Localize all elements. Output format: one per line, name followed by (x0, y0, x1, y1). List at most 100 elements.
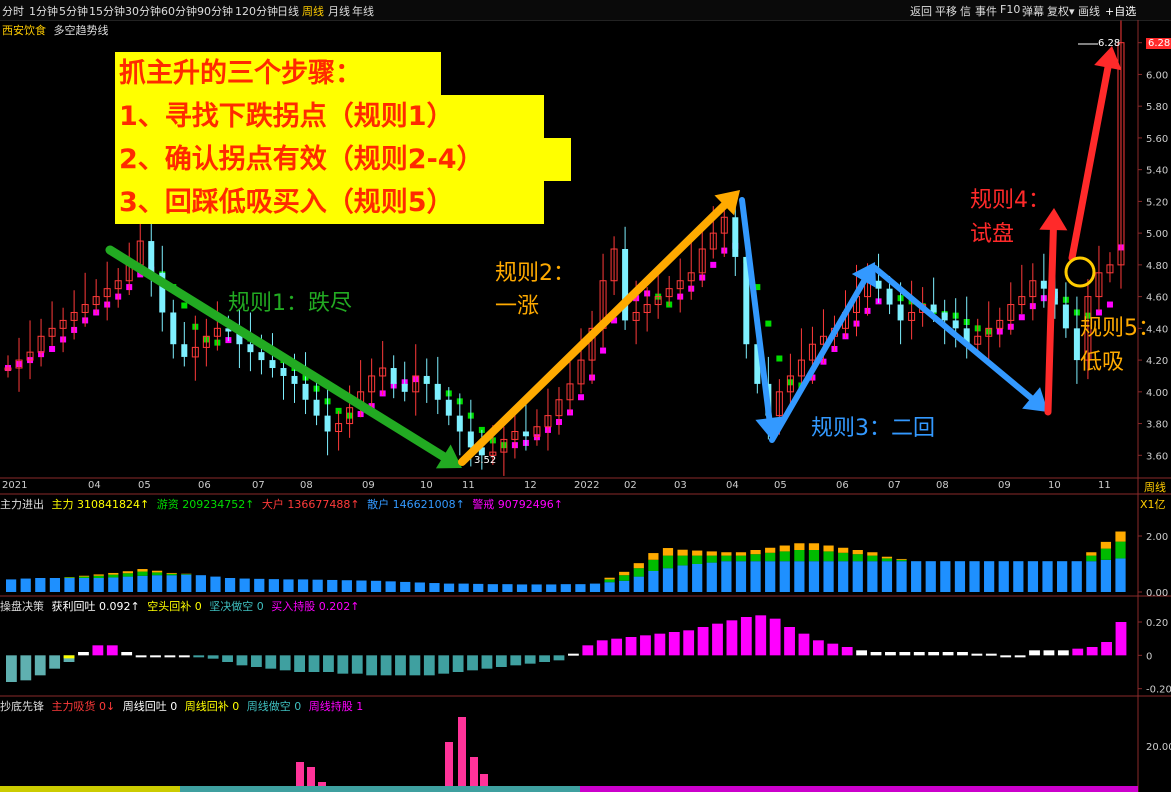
decision-bar (1014, 655, 1026, 658)
hot-money-bar (181, 574, 192, 575)
info-button[interactable]: 信 (960, 5, 971, 18)
retail-bar (151, 575, 163, 592)
main-force-bar (881, 556, 893, 559)
chart-header: 西安饮食 多空趋势线 (2, 22, 109, 38)
decision-bar (34, 655, 46, 676)
decision-bar (481, 655, 493, 669)
danmu-button[interactable]: 弹幕 (1022, 5, 1044, 18)
x-tick-label: 09 (362, 480, 375, 491)
retail-bar (400, 581, 411, 592)
decision-bar (985, 653, 997, 656)
retail-bar (779, 561, 790, 592)
retail-bar (122, 576, 133, 592)
tab-120min[interactable]: 120分钟 (235, 5, 278, 18)
decision-bar (294, 655, 306, 672)
pan-button[interactable]: 平移 (935, 5, 957, 18)
candle-body-up (103, 288, 111, 298)
decision-bar (1029, 650, 1040, 656)
y-tick-label: 3.60 (1146, 451, 1168, 462)
retail-bar (692, 564, 703, 592)
tab-1min[interactable]: 1分钟 (29, 5, 58, 18)
decision-bar (625, 637, 637, 656)
decision-bar (885, 652, 896, 656)
candle-body-up (48, 327, 56, 337)
tab-30min[interactable]: 30分钟 (125, 5, 161, 18)
retail-bar (808, 561, 820, 592)
stock-name[interactable]: 西安饮食 (2, 24, 46, 37)
unit-label: X1亿 (1140, 498, 1166, 511)
tab-60min[interactable]: 60分钟 (161, 5, 197, 18)
tab-weekly[interactable]: 周线 (302, 5, 324, 18)
indicator-name[interactable]: 多空趋势线 (53, 24, 109, 37)
retail-bar (604, 582, 615, 592)
decision-bar (250, 655, 262, 667)
main-force-title[interactable]: 主力进出 (0, 498, 44, 511)
hot-money-bar (1115, 541, 1126, 559)
hot-money-bar (93, 575, 104, 578)
retail-bar (531, 584, 542, 592)
retail-bar (765, 561, 776, 592)
candle-body-up (213, 327, 221, 337)
decision-bar (1072, 648, 1084, 656)
x-tick-label: 07 (888, 480, 901, 491)
period-tag: 周线 (1144, 481, 1166, 494)
tab-monthly[interactable]: 月线 (328, 5, 350, 18)
bottom-item-4: 周线持股 1 (308, 700, 364, 713)
decision-bar (870, 652, 882, 656)
bottom-title[interactable]: 抄底先锋 (0, 700, 44, 713)
p1-tick-label: 2.00 (1146, 532, 1168, 543)
tab-5min[interactable]: 5分钟 (59, 5, 88, 18)
add-favorite-button[interactable]: +自选 (1105, 5, 1137, 18)
retail-bar (20, 578, 31, 592)
main-force-bar (838, 547, 849, 553)
retail-bar (896, 561, 907, 592)
candle-body-down (941, 312, 948, 321)
retail-bar (560, 584, 571, 592)
tab-yearly[interactable]: 年线 (352, 5, 374, 18)
decision-bar (164, 655, 176, 658)
main-force-bar (633, 563, 644, 569)
tab-90min[interactable]: 90分钟 (197, 5, 233, 18)
annotation-arrows (105, 43, 1122, 469)
decision-bar (582, 645, 594, 656)
candle-body-up (202, 335, 210, 348)
x-tick-label: 03 (674, 480, 687, 491)
candle-body-down (1062, 304, 1069, 329)
event-button[interactable]: 事件 (975, 5, 997, 18)
retail-bar (589, 583, 601, 592)
candle-body-down (952, 320, 959, 329)
decision-title[interactable]: 操盘决策 (0, 600, 44, 613)
ma-dot (765, 320, 772, 327)
main-force-bar (122, 571, 133, 574)
main-force-item-0: 主力 310841824↑ (51, 498, 150, 511)
candle-body-down (170, 312, 177, 345)
draw-line-button[interactable]: 画线 (1078, 5, 1100, 18)
main-force-bar (677, 549, 688, 556)
tab-fenshi[interactable]: 分时 (2, 5, 24, 18)
tab-15min[interactable]: 15分钟 (89, 5, 125, 18)
decision-bar (236, 655, 248, 666)
steps-title: 抓主升的三个步骤： (115, 52, 441, 95)
decision-item-0: 获利回吐 0.092↑ (51, 600, 140, 613)
tab-daily[interactable]: 日线 (277, 5, 299, 18)
main-force-bar (765, 547, 776, 553)
decision-bar (366, 655, 378, 676)
f10-button[interactable]: F10 (1000, 3, 1021, 16)
retail-bar (370, 580, 382, 592)
candle-body-up (665, 288, 673, 298)
adjust-dropdown[interactable]: 复权▾ (1047, 5, 1075, 18)
back-button[interactable]: 返回 (910, 5, 932, 18)
decision-bar (452, 655, 464, 672)
candle-body-up (643, 304, 651, 313)
retail-bar (852, 561, 863, 592)
bottom-spike-bar (470, 757, 478, 792)
candle-body-down (886, 288, 893, 305)
candle-body-down (401, 383, 408, 392)
main-force-bar (808, 543, 820, 550)
decision-bar (640, 635, 651, 656)
main-force-bar (692, 550, 703, 556)
retail-bar (735, 561, 747, 592)
decision-bar (510, 655, 522, 666)
x-tick-label: 2022 (574, 480, 599, 491)
bottom-spike-bar (458, 717, 466, 792)
